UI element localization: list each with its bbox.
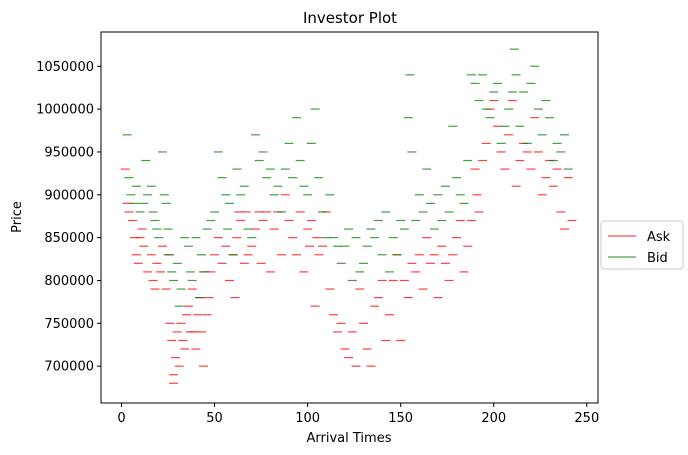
- y-axis: 700000 750000 800000 850000 900000 950000 1000…: [36, 60, 101, 375]
- y-tick-label: 1000000: [36, 103, 94, 118]
- legend: Ask Bid: [600, 220, 684, 270]
- y-tick-label: 1050000: [36, 60, 94, 75]
- y-tick-label: 700000: [44, 360, 94, 375]
- legend-box: [600, 220, 684, 270]
- y-tick-label: 850000: [44, 231, 94, 246]
- plot-area: [100, 31, 599, 404]
- x-axis: 0 50 100 150 200 250: [117, 403, 599, 426]
- x-tick-label: 50: [206, 411, 223, 426]
- chart-title: Investor Plot: [303, 9, 397, 27]
- y-axis-label: Price: [10, 201, 25, 233]
- y-tick-label: 750000: [44, 317, 94, 332]
- axes-frame: [100, 31, 599, 404]
- x-tick-label: 250: [574, 411, 599, 426]
- x-tick-label: 0: [117, 411, 125, 426]
- x-tick-label: 200: [481, 411, 506, 426]
- legend-ask-label: Ask: [647, 230, 671, 245]
- y-tick-label: 800000: [44, 274, 94, 289]
- series-ask-marks: [120, 99, 577, 384]
- x-tick-label: 150: [388, 411, 413, 426]
- x-tick-label: 100: [295, 411, 320, 426]
- y-tick-label: 950000: [44, 145, 94, 160]
- series-bid-marks: [122, 48, 573, 307]
- y-tick-label: 900000: [44, 188, 94, 203]
- legend-bid-label: Bid: [647, 251, 668, 266]
- x-axis-label: Arrival Times: [307, 431, 392, 446]
